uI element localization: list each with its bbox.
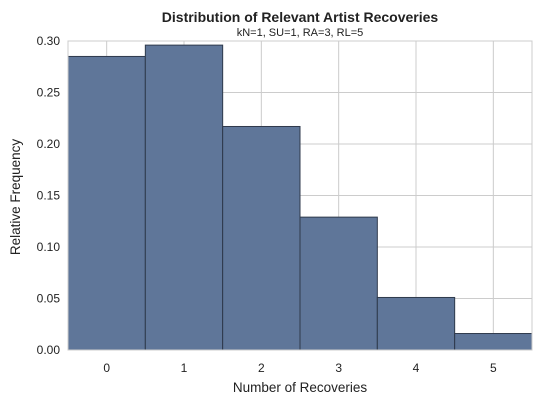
y-tick-label: 0.20 bbox=[37, 137, 61, 151]
x-tick-labels: 0 1 2 3 4 5 bbox=[103, 361, 497, 375]
y-tick-label: 0.05 bbox=[37, 292, 61, 306]
chart-title: Distribution of Relevant Artist Recoveri… bbox=[162, 9, 439, 25]
x-tick-label: 5 bbox=[490, 361, 497, 375]
bar-4 bbox=[376, 296, 456, 351]
bar-1 bbox=[144, 44, 224, 351]
y-axis-label: Relative Frequency bbox=[8, 139, 23, 256]
y-tick-label: 0.25 bbox=[37, 86, 61, 100]
x-tick-label: 0 bbox=[103, 361, 110, 375]
y-tick-label: 0.30 bbox=[37, 34, 61, 48]
chart-subtitle: kN=1, SU=1, RA=3, RL=5 bbox=[237, 27, 364, 39]
y-tick-label: 0.00 bbox=[37, 343, 61, 357]
bar-2 bbox=[222, 125, 301, 351]
x-tick-label: 1 bbox=[181, 361, 188, 375]
bar-layer bbox=[67, 44, 533, 351]
y-tick-label: 0.10 bbox=[37, 240, 61, 254]
y-tick-label: 0.15 bbox=[37, 189, 61, 203]
bar-3 bbox=[299, 216, 378, 351]
x-tick-label: 3 bbox=[335, 361, 342, 375]
plot-border bbox=[67, 40, 533, 351]
plot-frame bbox=[67, 40, 533, 351]
x-tick-label: 4 bbox=[413, 361, 420, 375]
y-tick-labels: 0.00 0.05 0.10 0.15 0.20 0.25 0.30 bbox=[37, 34, 61, 357]
x-axis-label: Number of Recoveries bbox=[233, 380, 368, 395]
bar-0 bbox=[67, 55, 146, 351]
x-tick-label: 2 bbox=[258, 361, 265, 375]
bar-5 bbox=[454, 333, 533, 351]
